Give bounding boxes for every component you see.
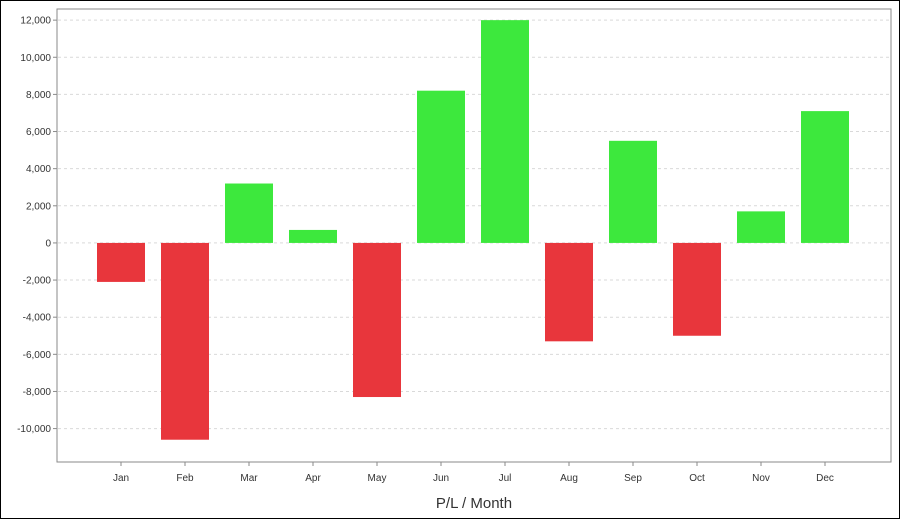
bar-aug <box>545 242 593 342</box>
y-tick-label: 4,000 <box>26 164 51 175</box>
bar-feb <box>161 242 209 440</box>
y-tick-label: 8,000 <box>26 90 51 101</box>
bar-oct <box>673 242 721 336</box>
y-tick-label: -6,000 <box>23 350 52 361</box>
x-tick-label: May <box>368 473 387 484</box>
bar-sep <box>609 140 657 243</box>
y-axis-ticks: 12,000 10,000 8,000 6,000 4,000 2,000 0 -2,000 -… <box>17 16 57 435</box>
x-tick-label: Oct <box>689 473 705 484</box>
x-tick-label: Aug <box>560 473 578 484</box>
y-tick-label: 6,000 <box>26 127 51 138</box>
y-tick-label: 10,000 <box>20 53 51 64</box>
x-tick-label: Jan <box>113 473 129 484</box>
y-tick-label: -4,000 <box>23 313 52 324</box>
y-tick-label: -8,000 <box>23 387 52 398</box>
y-tick-label: -10,000 <box>17 424 51 435</box>
x-tick-label: Jun <box>433 473 449 484</box>
x-tick-label: Mar <box>240 473 258 484</box>
bars <box>97 20 849 440</box>
y-tick-label: 0 <box>45 238 51 249</box>
y-tick-label: 12,000 <box>20 16 51 27</box>
x-tick-label: Apr <box>305 473 321 484</box>
x-axis-ticks: Jan Feb Mar Apr May Jun Jul Aug Sep Oct Nov Dec <box>113 462 834 484</box>
x-tick-label: Feb <box>176 473 194 484</box>
bar-may <box>353 242 401 398</box>
bar-mar <box>225 183 273 243</box>
x-tick-label: Dec <box>816 473 834 484</box>
bar-jun <box>417 90 465 243</box>
bar-jan <box>97 242 145 282</box>
bar-dec <box>801 111 849 243</box>
x-tick-label: Nov <box>752 473 770 484</box>
x-tick-label: Jul <box>499 473 512 484</box>
x-tick-label: Sep <box>624 473 642 484</box>
bar-apr <box>289 229 337 243</box>
y-tick-label: 2,000 <box>26 201 51 212</box>
bar-nov <box>737 211 785 243</box>
y-tick-label: -2,000 <box>23 276 52 287</box>
x-axis-title: P/L / Month <box>436 495 512 512</box>
bar-jul <box>481 20 529 243</box>
